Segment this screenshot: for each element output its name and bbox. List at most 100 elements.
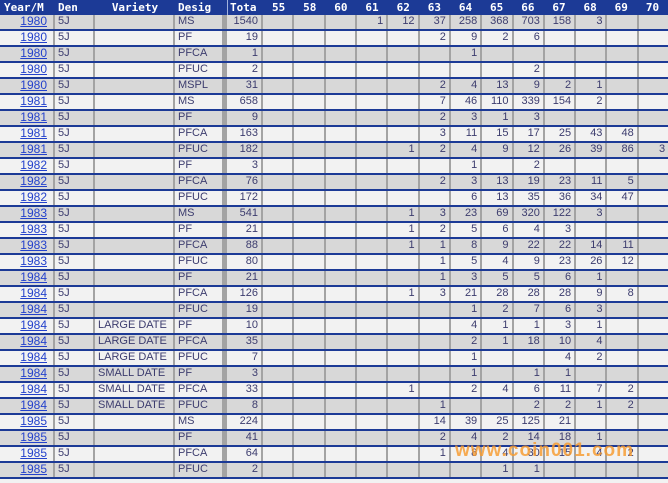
cell-grade-63: 1	[420, 255, 451, 269]
year-link[interactable]: 1984	[20, 271, 47, 284]
cell-grade-69	[607, 159, 639, 173]
cell-total: 1	[227, 47, 263, 61]
cell-grade-68	[576, 159, 608, 173]
cell-grade-62	[388, 415, 420, 429]
year-link[interactable]: 1985	[20, 447, 47, 460]
year-link[interactable]: 1981	[20, 111, 47, 124]
year-link[interactable]: 1984	[20, 319, 47, 332]
cell-grade-58	[294, 223, 326, 237]
year-link[interactable]: 1983	[20, 255, 47, 268]
cell-grade-55	[263, 175, 295, 189]
cell-grade-69: 8	[607, 287, 639, 301]
year-link[interactable]: 1980	[20, 31, 47, 44]
column-header-62: 62	[396, 1, 410, 14]
year-link[interactable]: 1985	[20, 415, 47, 428]
table-row: 1985 5J MS 224 14 39 25 125 21	[0, 415, 668, 431]
cell-grade-55	[263, 15, 295, 29]
cell-grade-68: 3	[576, 207, 608, 221]
year-link[interactable]: 1982	[20, 159, 47, 172]
cell-grade-63: 2	[420, 143, 451, 157]
year-link[interactable]: 1982	[20, 191, 47, 204]
cell-grade-65: 2	[482, 303, 514, 317]
cell-desig: PF	[175, 159, 227, 173]
cell-grade-68: 7	[576, 383, 608, 397]
cell-grade-61	[357, 431, 389, 445]
cell-den: 5J	[55, 335, 95, 349]
cell-grade-69	[607, 47, 639, 61]
cell-grade-62	[388, 79, 420, 93]
cell-total: 541	[227, 207, 263, 221]
cell-grade-64: 2	[451, 335, 483, 349]
cell-grade-63: 1	[420, 399, 451, 413]
year-link[interactable]: 1981	[20, 95, 47, 108]
cell-year: 1985	[0, 463, 55, 477]
cell-grade-67: 25	[545, 127, 577, 141]
cell-grade-66: 22	[514, 239, 545, 253]
cell-total: 2	[227, 63, 263, 77]
cell-grade-66: 339	[514, 95, 545, 109]
cell-grade-62	[388, 31, 420, 45]
cell-grade-63: 2	[420, 223, 451, 237]
cell-year: 1984	[0, 319, 55, 333]
cell-grade-55	[263, 415, 295, 429]
cell-grade-60	[326, 159, 357, 173]
table-row: 1984 5J SMALL DATE PFUC 8 1 2 2 1 2	[0, 399, 668, 415]
column-header-64: 64	[458, 1, 473, 14]
year-link[interactable]: 1981	[20, 127, 47, 140]
year-link[interactable]: 1985	[20, 431, 47, 444]
year-link[interactable]: 1984	[20, 303, 47, 316]
cell-desig: MS	[175, 95, 227, 109]
cell-den: 5J	[55, 287, 95, 301]
cell-grade-70	[639, 127, 668, 141]
year-link[interactable]: 1983	[20, 239, 47, 252]
year-link[interactable]: 1983	[20, 223, 47, 236]
cell-grade-70	[639, 159, 668, 173]
year-link[interactable]: 1983	[20, 207, 47, 220]
cell-grade-63	[420, 159, 451, 173]
cell-grade-63: 3	[420, 287, 451, 301]
year-link[interactable]: 1984	[20, 351, 47, 364]
year-link[interactable]: 1982	[20, 175, 47, 188]
cell-variety	[95, 207, 175, 221]
cell-desig: MS	[175, 15, 227, 29]
year-link[interactable]: 1984	[20, 335, 47, 348]
year-link[interactable]: 1980	[20, 79, 47, 92]
cell-desig: PFUC	[175, 255, 227, 269]
year-link[interactable]: 1980	[20, 47, 47, 60]
cell-desig: PFCA	[175, 447, 227, 461]
year-link[interactable]: 1984	[20, 287, 47, 300]
year-link[interactable]: 1980	[20, 15, 47, 28]
cell-grade-65: 1	[482, 319, 514, 333]
cell-year: 1983	[0, 207, 55, 221]
cell-grade-62	[388, 319, 420, 333]
cell-grade-67	[545, 63, 577, 77]
table-row: 1985 5J PFUC 2 1 1	[0, 463, 668, 479]
table-row: 1983 5J PFUC 80 1 5 4 9 23 26 12	[0, 255, 668, 271]
year-link[interactable]: 1984	[20, 399, 47, 412]
cell-grade-60	[326, 415, 357, 429]
cell-grade-67	[545, 159, 577, 173]
year-link[interactable]: 1981	[20, 143, 47, 156]
cell-grade-68	[576, 463, 608, 477]
year-link[interactable]: 1980	[20, 63, 47, 76]
cell-grade-58	[294, 159, 326, 173]
year-link[interactable]: 1984	[20, 367, 47, 380]
cell-grade-65	[482, 351, 514, 365]
cell-grade-67: 3	[545, 223, 577, 237]
cell-grade-60	[326, 175, 357, 189]
cell-variety	[95, 239, 175, 253]
column-header-year-m: Year/M	[4, 1, 44, 14]
cell-grade-70	[639, 79, 668, 93]
cell-grade-68: 39	[576, 143, 608, 157]
cell-grade-58	[294, 463, 326, 477]
year-link[interactable]: 1984	[20, 383, 47, 396]
cell-grade-61	[357, 63, 389, 77]
year-link[interactable]: 1985	[20, 463, 47, 476]
cell-grade-60	[326, 255, 357, 269]
cell-grade-70	[639, 15, 668, 29]
cell-grade-63: 1	[420, 447, 451, 461]
cell-grade-66: 19	[514, 175, 545, 189]
cell-grade-58	[294, 95, 326, 109]
cell-grade-69: 2	[607, 399, 639, 413]
cell-grade-62: 1	[388, 287, 420, 301]
